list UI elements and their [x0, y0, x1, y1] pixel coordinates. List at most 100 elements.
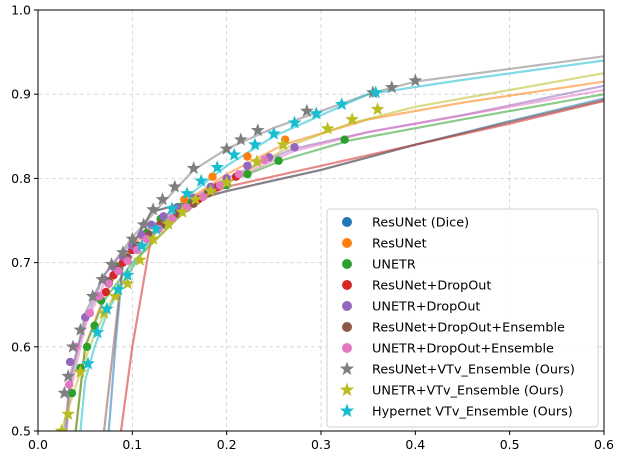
data-point-resunet-vtv-ensemble-ours — [167, 179, 182, 193]
legend-label: UNETR+DropOut+Ensemble — [372, 342, 554, 357]
data-point-unetr-vtv-ensemble-ours — [161, 216, 176, 230]
x-tick-label: 0.2 — [217, 437, 237, 452]
data-point-resunet-vtv-ensemble-ours — [95, 272, 109, 286]
data-point-resunet-vtv-ensemble-ours — [116, 245, 130, 259]
data-point-unetr-vtv-ensemble-ours — [54, 423, 69, 431]
data-point-resunet-vtv-ensemble-ours — [219, 141, 234, 155]
data-point-hypernet-vtv-ensemble-ours — [111, 282, 126, 296]
data-point-resunet-vtv-ensemble-ours — [233, 132, 248, 146]
legend-marker — [342, 322, 352, 332]
curve-resunet-vtv-ensemble-ours — [65, 55, 604, 431]
data-point-unetr-dropout-ensemble — [215, 180, 225, 190]
data-point-unetr-dropout — [159, 212, 168, 221]
data-point-unetr-dropout-ensemble — [198, 192, 208, 202]
data-point-unetr-vtv-ensemble-ours — [108, 289, 123, 303]
data-point-unetr-dropout-ensemble — [123, 256, 132, 266]
data-point-unetr — [274, 156, 283, 165]
data-point-unetr-dropout-ensemble — [167, 214, 177, 224]
legend-label: ResUNet (Dice) — [372, 216, 469, 231]
legend: ResUNet (Dice) ResUNet UNETR ResUNet+DropOu… — [326, 208, 599, 428]
data-point-unetr-vtv-ensemble-ours — [133, 252, 147, 266]
data-point-unetr-vtv-ensemble-ours — [188, 192, 203, 206]
data-point-resunet — [243, 152, 252, 161]
data-point-resunet-vtv-ensemble-ours — [155, 192, 170, 206]
data-point-unetr-vtv-ensemble-ours — [73, 364, 88, 378]
y-tick-label: 0.9 — [11, 87, 31, 102]
data-point-resunet — [208, 172, 217, 181]
legend-label: UNETR+DropOut — [372, 300, 480, 315]
data-point-hypernet-vtv-ensemble-ours — [149, 221, 163, 235]
legend-box — [326, 208, 599, 428]
legend-label: UNETR — [372, 258, 416, 273]
legend-marker — [339, 382, 355, 397]
data-point-resunet-vtv-ensemble-ours — [384, 80, 399, 94]
data-point-unetr-dropout-ensemble — [234, 169, 244, 179]
data-point-hypernet-vtv-ensemble-ours — [227, 147, 242, 161]
data-point-hypernet-vtv-ensemble-ours — [90, 325, 105, 339]
data-point-resunet-vtv-ensemble-ours — [85, 289, 100, 303]
data-point-resunet — [180, 195, 189, 204]
legend-marker — [342, 343, 352, 353]
data-point-unetr-dropout — [65, 357, 75, 367]
data-point-unetr-vtv-ensemble-ours — [175, 204, 190, 218]
legend-marker — [342, 259, 352, 269]
y-tick-label: 0.8 — [11, 171, 31, 186]
data-point-hypernet-vtv-ensemble-ours — [165, 201, 179, 215]
data-point-unetr-dropout-ensemble — [64, 380, 74, 389]
x-tick-label: 0.1 — [122, 437, 142, 452]
data-point-hypernet-vtv-ensemble-ours — [194, 173, 209, 187]
data-point-unetr-vtv-ensemble-ours — [203, 183, 218, 197]
legend-marker — [339, 403, 355, 418]
data-point-unetr-vtv-ensemble-ours — [320, 121, 335, 135]
legend-label: ResUNet+DropOut — [372, 279, 491, 294]
data-point-unetr-dropout-ensemble — [260, 155, 269, 165]
y-tick-label: 0.6 — [11, 339, 31, 354]
data-point-unetr-dropout-ensemble — [104, 279, 113, 288]
data-point-hypernet-vtv-ensemble-ours — [81, 356, 95, 370]
data-point-resunet-vtv-ensemble-ours — [73, 322, 88, 336]
data-point-unetr-vtv-ensemble-ours — [146, 231, 160, 245]
y-tick-label: 1.0 — [11, 3, 31, 18]
legend-label: UNETR+VTv_Ensemble (Ours) — [372, 384, 564, 399]
data-point-hypernet-vtv-ensemble-ours — [100, 301, 114, 315]
data-point-unetr-vtv-ensemble-ours — [219, 175, 234, 189]
data-point-hypernet-vtv-ensemble-ours — [334, 97, 349, 111]
data-point-unetr-dropout — [243, 161, 252, 170]
data-point-unetr-vtv-ensemble-ours — [276, 137, 291, 151]
legend-marker — [342, 280, 352, 290]
series-markers — [54, 73, 423, 431]
data-point-unetr-dropout-ensemble — [113, 266, 123, 276]
x-tick-label: 0.4 — [405, 437, 425, 452]
data-point-hypernet-vtv-ensemble-ours — [368, 85, 383, 99]
x-tick-label: 0.6 — [594, 437, 614, 452]
data-point-resunet-vtv-ensemble-ours — [250, 123, 265, 137]
data-point-resunet-vtv-ensemble-ours — [66, 339, 80, 353]
data-point-unetr — [67, 388, 77, 398]
data-point-resunet-vtv-ensemble-ours — [57, 385, 72, 399]
data-point-resunet-vtv-ensemble-ours — [146, 202, 160, 216]
data-point-unetr-vtv-ensemble-ours — [120, 276, 135, 290]
data-point-resunet-vtv-ensemble-ours — [136, 217, 151, 231]
legend-marker — [342, 217, 352, 227]
data-point-hypernet-vtv-ensemble-ours — [120, 268, 135, 282]
legend-label: Hypernet VTv_Ensemble (Ours) — [372, 405, 573, 420]
data-point-resunet-vtv-ensemble-ours — [125, 231, 140, 245]
legend-marker — [342, 301, 352, 311]
data-point-resunet-vtv-ensemble-ours — [61, 369, 76, 383]
data-point-resunet-vtv-ensemble-ours — [300, 103, 314, 117]
data-point-hypernet-vtv-ensemble-ours — [134, 238, 149, 252]
data-point-hypernet-vtv-ensemble-ours — [210, 160, 225, 174]
data-point-unetr — [340, 135, 349, 144]
curve-resunet-dropout-ensemble — [102, 98, 604, 431]
legend-label: ResUNet — [372, 237, 427, 252]
y-tick-label: 0.7 — [11, 255, 31, 270]
y-tick-label: 0.5 — [11, 424, 31, 439]
data-point-unetr-dropout — [290, 143, 299, 152]
data-point-hypernet-vtv-ensemble-ours — [180, 186, 194, 200]
data-point-unetr-vtv-ensemble-ours — [250, 154, 264, 168]
data-point-hypernet-vtv-ensemble-ours — [248, 137, 262, 151]
data-point-unetr-vtv-ensemble-ours — [61, 406, 76, 420]
data-point-hypernet-vtv-ensemble-ours — [309, 106, 324, 120]
data-point-unetr-vtv-ensemble-ours — [345, 112, 359, 126]
